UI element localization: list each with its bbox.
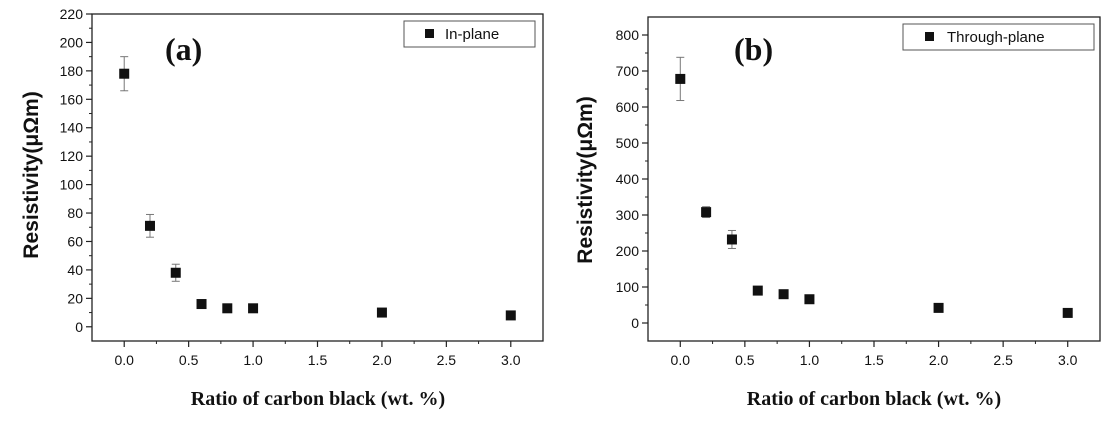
legend-marker (425, 29, 434, 38)
data-point (248, 303, 259, 314)
x-tick-label: 2.0 (929, 352, 949, 368)
data-point (376, 307, 387, 318)
y-tick-label: 80 (67, 205, 83, 221)
y-tick-label: 500 (616, 135, 640, 151)
x-tick-label: 3.0 (1058, 352, 1078, 368)
legend: In-plane (403, 20, 536, 48)
y-tick-label: 180 (60, 63, 84, 79)
y-axis-label: Resistivity(μΩm) (20, 91, 43, 258)
x-tick-label: 0.0 (114, 352, 134, 368)
y-tick-label: 0 (75, 319, 83, 335)
plot-frame (647, 16, 1101, 342)
y-tick-label: 300 (616, 207, 640, 223)
legend: Through-plane (902, 23, 1095, 51)
data-point (701, 207, 712, 218)
legend-entry: Through-plane (947, 29, 1045, 46)
y-tick-label: 120 (60, 148, 84, 164)
data-point (752, 285, 763, 296)
data-point (170, 267, 181, 278)
y-tick-label: 200 (616, 243, 640, 259)
x-axis-label: Ratio of carbon black (wt. %) (191, 388, 445, 410)
legend-marker (925, 32, 934, 41)
data-point (933, 302, 944, 313)
panel-label: (a) (165, 31, 202, 67)
y-tick-label: 0 (631, 315, 639, 331)
data-point (505, 310, 516, 321)
y-tick-label: 220 (60, 6, 84, 22)
y-tick-label: 200 (60, 34, 84, 50)
y-tick-label: 20 (67, 290, 83, 306)
data-point (675, 73, 686, 84)
x-tick-label: 0.5 (179, 352, 199, 368)
x-tick-label: 2.5 (437, 352, 457, 368)
data-point (804, 294, 815, 305)
legend-box (902, 23, 1095, 51)
data-point (1062, 307, 1073, 318)
data-point (222, 303, 233, 314)
y-tick-label: 160 (60, 91, 84, 107)
x-tick-label: 0.5 (735, 352, 755, 368)
y-tick-label: 800 (616, 27, 640, 43)
x-tick-label: 1.5 (308, 352, 328, 368)
y-tick-label: 140 (60, 120, 84, 136)
y-tick-label: 60 (67, 233, 83, 249)
x-tick-label: 3.0 (501, 352, 521, 368)
data-point (144, 220, 155, 231)
panel-label: (b) (734, 31, 773, 67)
x-tick-label: 2.0 (372, 352, 392, 368)
y-axis-label: Resistivity(μΩm) (574, 96, 597, 263)
y-tick-label: 40 (67, 262, 83, 278)
y-tick-label: 700 (616, 63, 640, 79)
x-axis-label: Ratio of carbon black (wt. %) (747, 388, 1001, 410)
x-tick-label: 1.0 (243, 352, 263, 368)
data-point (196, 299, 207, 310)
y-tick-label: 400 (616, 171, 640, 187)
y-tick-label: 100 (60, 177, 84, 193)
panel-b: Resistivity(μΩm) Ratio of carbon black (… (574, 16, 1101, 410)
x-tick-label: 1.5 (864, 352, 884, 368)
data-point (119, 68, 130, 79)
x-tick-label: 1.0 (800, 352, 820, 368)
x-tick-label: 2.5 (993, 352, 1013, 368)
data-point (726, 234, 737, 245)
data-point (778, 289, 789, 300)
legend-entry: In-plane (445, 26, 499, 43)
plot-frame (91, 13, 544, 342)
x-tick-label: 0.0 (671, 352, 691, 368)
y-tick-label: 100 (616, 279, 640, 295)
y-tick-label: 600 (616, 99, 640, 115)
panel-a: Resistivity(μΩm) Ratio of carbon black (… (20, 6, 544, 410)
